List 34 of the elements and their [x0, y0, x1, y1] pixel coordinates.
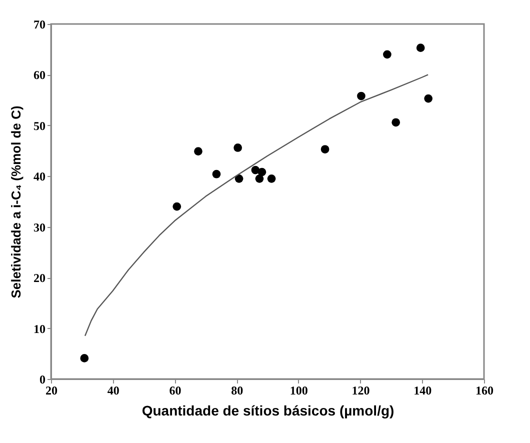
- point: [234, 144, 242, 152]
- line-series: [84, 74, 429, 336]
- point: [383, 50, 392, 59]
- x-tick-label: 100: [290, 384, 308, 398]
- y-tick-label: 70: [34, 18, 46, 32]
- point: [416, 44, 425, 52]
- x-tick-label: 60: [169, 384, 182, 398]
- point: [320, 145, 330, 154]
- y-tick-label: 60: [34, 68, 46, 82]
- y-tick-label: 40: [34, 170, 46, 184]
- x-tick-label: 120: [352, 384, 370, 398]
- point: [194, 147, 202, 156]
- point: [172, 202, 182, 211]
- y-tick-label: 50: [34, 118, 46, 133]
- point: [234, 174, 244, 183]
- y-tick-label: 0: [40, 372, 46, 386]
- y-tick-label: 10: [34, 322, 46, 336]
- x-axis-title: Quantidade de sítios básicos (µmol/g): [142, 402, 394, 418]
- y-tick-label: 20: [34, 271, 46, 286]
- y-tick-label: 30: [34, 220, 46, 234]
- point: [357, 92, 366, 100]
- point: [392, 118, 400, 127]
- point: [255, 174, 264, 183]
- point: [258, 168, 266, 176]
- point: [267, 174, 276, 183]
- point: [424, 94, 433, 103]
- point: [212, 170, 221, 178]
- point: [80, 354, 89, 362]
- x-tick-label: 40: [107, 384, 120, 398]
- y-axis-title: Seletividade a i-C₄ (%mol de C): [8, 106, 24, 298]
- x-tick-label: 140: [414, 384, 432, 398]
- x-tick-label: 20: [46, 384, 58, 398]
- x-tick-label: 160: [476, 384, 494, 398]
- x-tick-label: 80: [231, 384, 244, 398]
